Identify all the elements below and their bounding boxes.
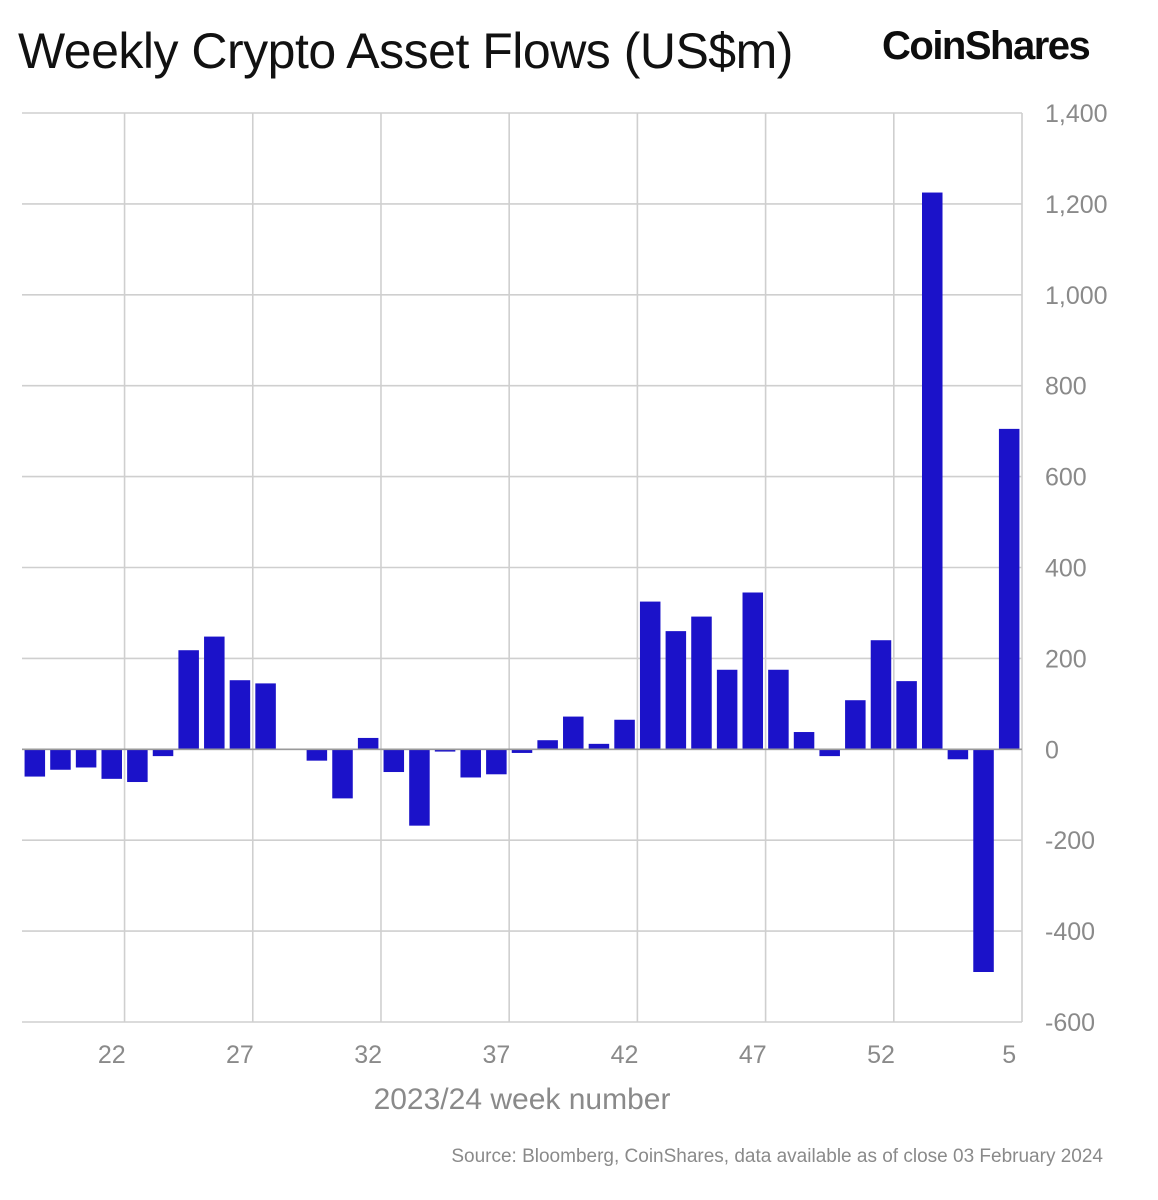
x-tick-label: 42 bbox=[611, 1041, 639, 1069]
bar-week-36 bbox=[460, 749, 481, 778]
bar-week-48 bbox=[768, 669, 789, 750]
bar-week-4 bbox=[973, 749, 994, 973]
y-tick-label: 0 bbox=[1045, 736, 1059, 764]
y-tick-label: 200 bbox=[1045, 645, 1087, 673]
x-tick-label: 27 bbox=[226, 1041, 254, 1069]
x-tick-label: 52 bbox=[867, 1041, 895, 1069]
y-tick-label: -200 bbox=[1045, 827, 1095, 855]
bar-week-25 bbox=[178, 650, 199, 750]
bar-week-37 bbox=[486, 749, 507, 775]
coinshares-logo: CoinShares bbox=[882, 24, 1091, 68]
y-tick-label: 600 bbox=[1045, 464, 1087, 492]
bar-week-52 bbox=[870, 640, 892, 750]
x-tick-label: 37 bbox=[482, 1041, 510, 1069]
bar-week-41 bbox=[588, 743, 610, 750]
bar-week-21 bbox=[75, 749, 97, 768]
bar-week-47 bbox=[742, 592, 764, 750]
chart-bars bbox=[24, 192, 1020, 973]
x-tick-label: 22 bbox=[98, 1041, 126, 1069]
bar-week-44 bbox=[665, 631, 687, 750]
y-axis-ticks: 1,400 1,200 1,000 800 600 400 200 0 -200 -400 -600 bbox=[1045, 100, 1108, 1037]
bar-week-33 bbox=[383, 749, 405, 773]
y-tick-label: 1,000 bbox=[1045, 282, 1108, 310]
bar-week-51 bbox=[845, 700, 866, 750]
bar-week-2 bbox=[922, 192, 943, 750]
source-note: Source: Bloomberg, CoinShares, data avai… bbox=[451, 1146, 1103, 1167]
bar-week-26 bbox=[204, 636, 225, 750]
bar-week-5 bbox=[998, 428, 1020, 750]
bar-chart: 1,400 1,200 1,000 800 600 400 200 0 -200 -400 -600… bbox=[22, 100, 1108, 1116]
bar-week-49 bbox=[793, 732, 815, 750]
y-tick-label: 400 bbox=[1045, 555, 1087, 583]
bar-week-40 bbox=[563, 716, 584, 750]
bar-week-22 bbox=[101, 749, 122, 779]
y-tick-label: 1,200 bbox=[1045, 191, 1108, 219]
bar-week-27 bbox=[229, 680, 251, 750]
bar-week-1 bbox=[896, 681, 917, 750]
x-tick-label: 32 bbox=[354, 1041, 382, 1069]
chart-grid bbox=[22, 112, 1023, 1023]
chart-title: Weekly Crypto Asset Flows (US$m) bbox=[18, 23, 793, 79]
bar-week-20 bbox=[50, 749, 71, 770]
x-tick-label: 5 bbox=[1002, 1041, 1016, 1069]
y-tick-label: 800 bbox=[1045, 373, 1087, 401]
y-tick-label: -600 bbox=[1045, 1009, 1095, 1037]
bar-week-42 bbox=[614, 719, 635, 750]
bar-week-31 bbox=[332, 749, 353, 799]
bar-week-46 bbox=[716, 669, 738, 750]
bar-week-39 bbox=[537, 740, 558, 750]
bar-week-19 bbox=[24, 749, 46, 777]
bar-week-3 bbox=[947, 749, 969, 760]
bar-week-34 bbox=[409, 749, 430, 826]
bar-week-45 bbox=[691, 616, 712, 750]
bar-week-38 bbox=[511, 749, 533, 753]
bar-week-30 bbox=[306, 749, 328, 761]
bar-week-23 bbox=[127, 749, 148, 783]
bar-week-24 bbox=[152, 749, 174, 757]
y-tick-label: -400 bbox=[1045, 918, 1095, 946]
x-tick-label: 47 bbox=[739, 1041, 767, 1069]
bar-week-35 bbox=[434, 749, 456, 752]
y-tick-label: 1,400 bbox=[1045, 100, 1108, 128]
bar-week-43 bbox=[639, 601, 661, 750]
bar-week-28 bbox=[255, 683, 276, 750]
bar-week-50 bbox=[819, 749, 840, 757]
x-axis-ticks: 22 27 32 37 42 47 52 5 bbox=[98, 1041, 1016, 1069]
bar-week-32 bbox=[357, 737, 379, 750]
x-axis-label: 2023/24 week number bbox=[374, 1083, 671, 1116]
